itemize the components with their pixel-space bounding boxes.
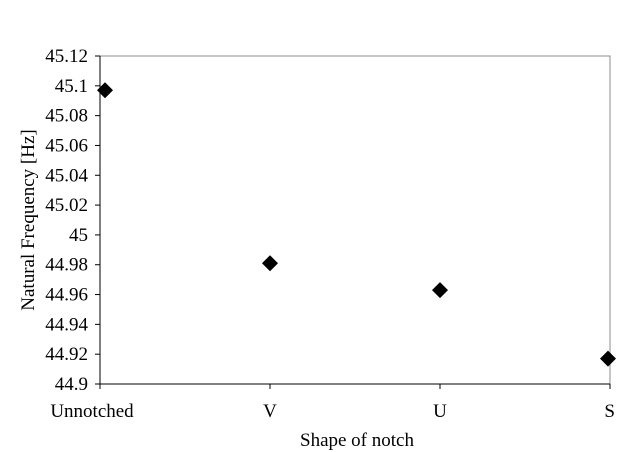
y-tick-label: 44.92 [45, 344, 88, 365]
y-tick-label: 44.98 [45, 255, 88, 276]
plot-border [99, 55, 611, 385]
x-axis-title: Shape of notch [300, 430, 414, 451]
plot-area: 44.9 44.92 44.94 44.96 44.98 45 45.02 45.04 45.0… [18, 46, 616, 451]
x-tick-label: U [433, 401, 447, 422]
data-point-v [262, 255, 278, 272]
x-tick-label: S [604, 401, 615, 422]
y-tick-label: 45.04 [45, 165, 88, 186]
data-point-s [600, 350, 616, 367]
y-tick-label: 45.1 [55, 76, 88, 97]
data-point-u [432, 282, 448, 299]
y-axis-title: Natural Frequency [Hz] [18, 129, 39, 310]
y-tick-label: 45.02 [45, 195, 88, 216]
y-tick-label: 44.94 [45, 314, 88, 335]
x-tick-label: Unnotched [50, 401, 134, 422]
y-tick-label: 44.96 [45, 285, 88, 306]
y-tick-label: 45.08 [45, 106, 88, 127]
y-tick-label: 44.9 [55, 374, 88, 395]
y-tick-label: 45.12 [45, 46, 88, 67]
y-tick-label: 45 [69, 225, 88, 246]
data-point-unnotched [97, 82, 113, 99]
y-tick-label: 45.06 [45, 135, 88, 156]
x-tick-label: V [263, 401, 277, 422]
